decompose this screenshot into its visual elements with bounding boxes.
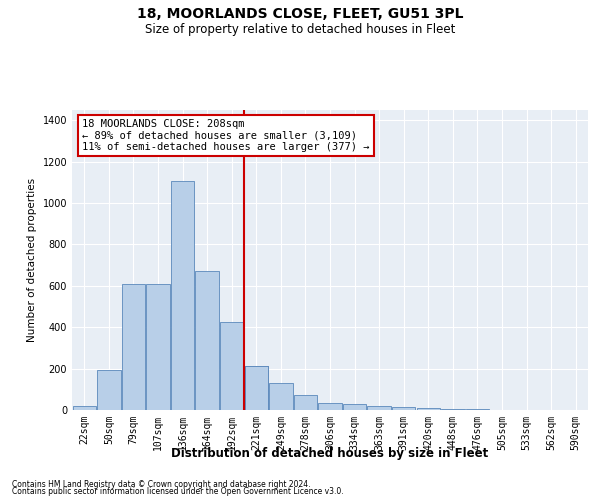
Bar xyxy=(269,383,293,410)
Text: Contains HM Land Registry data © Crown copyright and database right 2024.: Contains HM Land Registry data © Crown c… xyxy=(12,480,311,489)
Y-axis label: Number of detached properties: Number of detached properties xyxy=(27,178,37,342)
Bar xyxy=(392,407,415,410)
Bar xyxy=(416,408,440,410)
Bar xyxy=(245,366,268,410)
Bar xyxy=(220,322,244,410)
Text: Distribution of detached houses by size in Fleet: Distribution of detached houses by size … xyxy=(172,448,488,460)
Bar xyxy=(245,366,268,410)
Bar xyxy=(343,404,366,410)
Bar xyxy=(146,284,170,410)
Text: 18 MOORLANDS CLOSE: 208sqm
← 89% of detached houses are smaller (3,109)
11% of s: 18 MOORLANDS CLOSE: 208sqm ← 89% of deta… xyxy=(82,119,370,152)
Bar xyxy=(122,284,145,410)
Bar xyxy=(441,409,464,410)
Text: Contains public sector information licensed under the Open Government Licence v3: Contains public sector information licen… xyxy=(12,488,344,496)
Bar xyxy=(171,182,194,410)
Text: Size of property relative to detached houses in Fleet: Size of property relative to detached ho… xyxy=(145,22,455,36)
Text: 18, MOORLANDS CLOSE, FLEET, GU51 3PL: 18, MOORLANDS CLOSE, FLEET, GU51 3PL xyxy=(137,8,463,22)
Bar xyxy=(367,406,391,410)
Bar xyxy=(319,403,341,410)
Bar xyxy=(97,370,121,410)
Bar xyxy=(245,366,268,410)
Bar xyxy=(196,272,219,410)
Bar xyxy=(73,406,96,410)
Bar xyxy=(294,395,317,410)
